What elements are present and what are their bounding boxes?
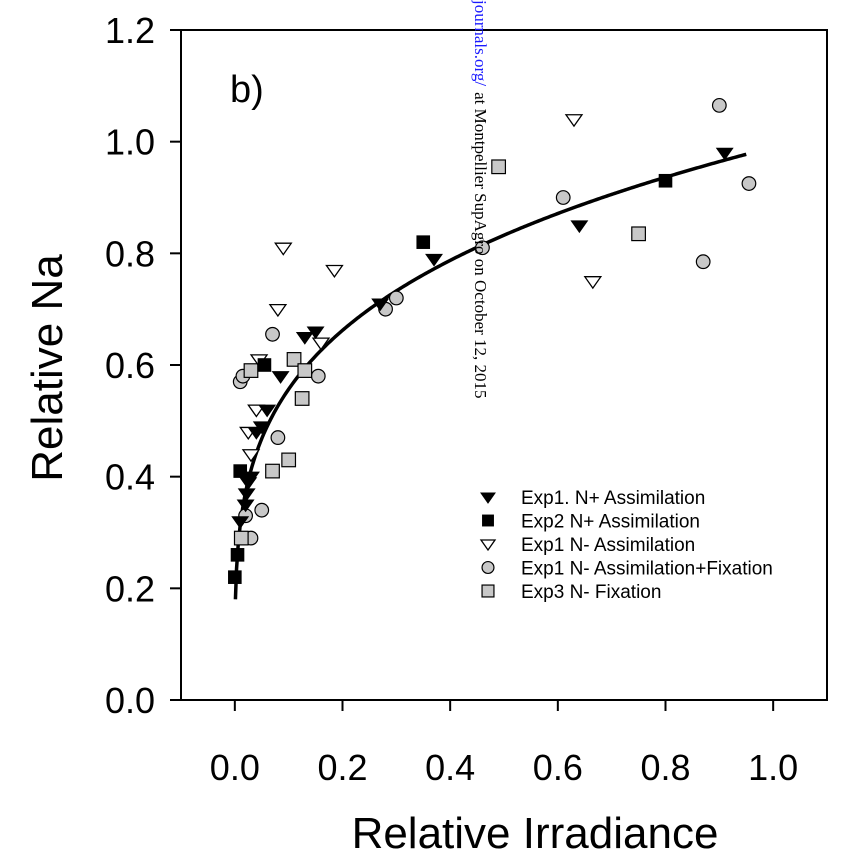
data-point: [564, 114, 584, 128]
watermark: journals.org/at Montpellier SupAgro on O…: [471, 0, 490, 399]
data-point: [252, 421, 271, 435]
data-point: [583, 276, 603, 290]
data-point: [257, 358, 272, 372]
data-point: [294, 391, 310, 406]
data-point: [325, 264, 344, 279]
watermark-text: at Montpellier SupAgro on October 12, 20…: [471, 92, 490, 398]
data-point: [274, 242, 293, 256]
data-point: [237, 488, 256, 502]
x-axis: 0.0 0.2 0.4 0.6 0.8 1.0: [210, 700, 798, 788]
legend-marker: [480, 492, 496, 504]
x-axis-title: Relative Irradiance: [352, 809, 719, 857]
svg-text:journals.org/at Montpellier Su: journals.org/at Montpellier SupAgro on O…: [471, 0, 490, 399]
data-point: [236, 499, 255, 513]
legend-marker: [481, 560, 495, 575]
data-point: [231, 516, 250, 530]
legend-label: Exp1 N- Assimilation: [521, 535, 695, 556]
legend-label: Exp1 N- Assimilation+Fixation: [521, 559, 773, 580]
x-tick-label: 0.0: [210, 747, 260, 788]
y-tick-label: 0.0: [105, 680, 155, 721]
data-point: [570, 220, 589, 234]
data-point: [241, 449, 261, 463]
data-point: [658, 173, 673, 188]
data-point: [286, 352, 302, 367]
data-point: [695, 254, 711, 270]
data-point: [268, 303, 288, 318]
y-tick-label: 0.8: [105, 233, 155, 274]
x-tick-label: 1.0: [748, 747, 798, 788]
data-point: [416, 235, 431, 249]
legend: Exp1. N+ Assimilation Exp2 N+ Assimilatio…: [479, 488, 773, 603]
legend-marker: [482, 514, 494, 527]
data-point: [281, 452, 297, 468]
data-point: [310, 368, 326, 384]
y-tick-label: 0.4: [105, 457, 155, 498]
y-axis: 0.0 0.2 0.4 0.6 0.8 1.0 1.2: [105, 10, 181, 721]
legend-marker: [481, 584, 495, 598]
data-point: [254, 502, 270, 518]
y-tick-label: 1.2: [105, 10, 155, 51]
data-point: [295, 332, 314, 345]
plot-border: [180, 29, 828, 701]
data-point: [271, 371, 290, 384]
data-point: [297, 363, 313, 378]
legend-label: Exp2 N+ Assimilation: [521, 512, 700, 533]
data-point: [265, 463, 280, 479]
y-axis-title: Relative Na: [23, 254, 72, 482]
x-tick-label: 0.6: [533, 747, 583, 788]
data-point: [491, 159, 507, 175]
data-point: [242, 471, 260, 485]
data-point: [475, 240, 490, 256]
plot-frame: [180, 29, 828, 701]
data-point: [306, 326, 325, 340]
data-point: [243, 363, 259, 378]
x-tick-label: 0.2: [317, 747, 367, 788]
data-point: [741, 176, 757, 191]
x-tick-label: 0.4: [425, 747, 475, 788]
data-point: [388, 290, 404, 306]
data-point: [233, 530, 249, 546]
data-point: [425, 253, 443, 267]
watermark-link[interactable]: journals.org/: [471, 0, 490, 86]
data-point: [311, 337, 331, 351]
legend-label: Exp3 N- Fixation: [521, 582, 661, 603]
y-tick-label: 0.6: [105, 345, 155, 386]
data-point: [270, 430, 286, 445]
data-point: [247, 404, 266, 418]
data-point: [228, 570, 242, 584]
data-point: [555, 190, 571, 205]
data-point: [715, 147, 734, 161]
data-point: [265, 326, 280, 342]
data-point: [258, 404, 277, 418]
data-point: [711, 97, 727, 113]
legend-label: Exp1. N+ Assimilation: [521, 488, 705, 509]
data-point: [631, 226, 646, 242]
data-point: [233, 464, 248, 478]
y-tick-label: 1.0: [105, 122, 155, 163]
y-tick-label: 0.2: [105, 568, 155, 609]
panel-label: b): [230, 69, 264, 111]
data-point: [371, 298, 390, 312]
legend-marker: [479, 539, 497, 552]
data-point: [230, 548, 245, 562]
x-tick-label: 0.8: [640, 747, 690, 788]
data-points: [228, 97, 757, 584]
